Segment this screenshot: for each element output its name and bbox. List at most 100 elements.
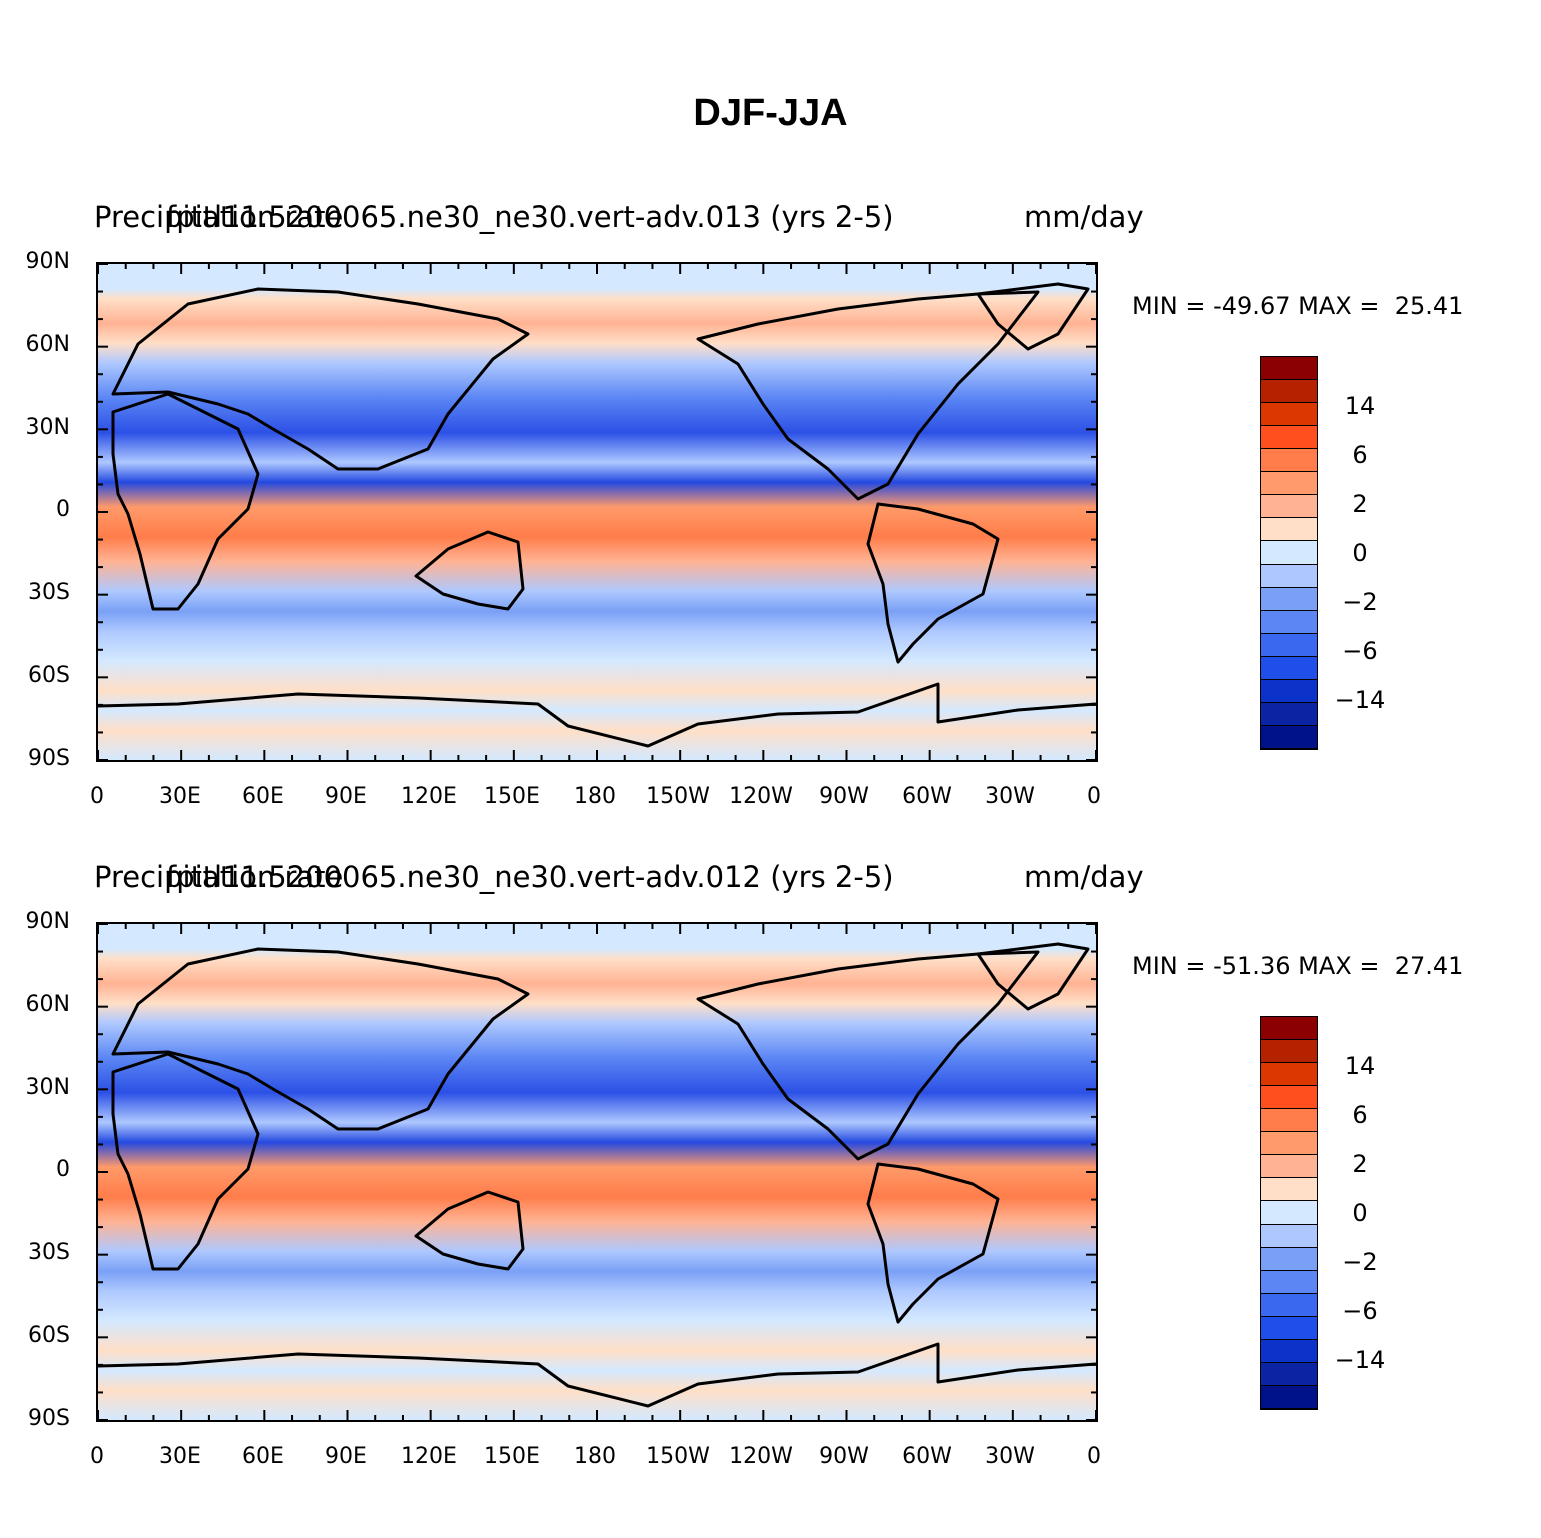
lon-label: 90W [819, 1444, 869, 1469]
lon-label: 150E [484, 1444, 540, 1469]
lon-label: 180 [574, 1444, 616, 1469]
lon-label: 150W [646, 784, 710, 809]
colorbar-box [1261, 725, 1317, 749]
lon-label: 90E [325, 784, 367, 809]
lat-label: 60S [28, 1323, 70, 1348]
lon-label: 0 [90, 1444, 104, 1469]
colorbar-tick-label: −2 [1342, 1248, 1378, 1276]
coastline-north-america [696, 950, 1040, 1161]
min-value: -49.67 [1213, 292, 1291, 320]
colorbar [1260, 1016, 1318, 1410]
lon-label: 120E [401, 1444, 457, 1469]
lon-label: 150W [646, 1444, 710, 1469]
coastline-greenland [976, 282, 1090, 351]
lon-label: 0 [1087, 784, 1101, 809]
coastline-africa [111, 392, 260, 611]
colorbar-box [1261, 1086, 1317, 1110]
lon-label: 120W [729, 784, 793, 809]
colorbar-box [1261, 472, 1317, 496]
map-panel-2: Precipitation rate fpitl11.5200065.ne30_… [0, 860, 1541, 1520]
coastline-eurasia [111, 287, 530, 471]
left-title: Precipitation rate [94, 200, 344, 234]
colorbar-box [1261, 1385, 1317, 1409]
lat-label: 60S [28, 663, 70, 688]
colorbar-tick-label: 6 [1352, 441, 1368, 469]
lon-label: 30E [159, 784, 201, 809]
lon-label: 60W [902, 1444, 952, 1469]
colorbar-tick-label: −14 [1334, 1346, 1386, 1374]
colorbar-box [1261, 679, 1317, 703]
lon-label: 120E [401, 784, 457, 809]
map-panel-1: Precipitation rate fpitl11.5200065.ne30_… [0, 200, 1541, 860]
coastline-australia [414, 1190, 525, 1271]
max-label: MAX = [1298, 292, 1388, 320]
map-area [96, 262, 1098, 762]
colorbar-tick-label: 2 [1352, 1150, 1368, 1178]
map-area [96, 922, 1098, 1422]
colorbar-box [1261, 1270, 1317, 1294]
coastline-eurasia [111, 947, 530, 1131]
coastline-antarctica [98, 1342, 1096, 1408]
colorbar-tick-label: −6 [1342, 637, 1378, 665]
lat-label: 90S [28, 746, 70, 771]
left-title: Precipitation rate [94, 860, 344, 894]
lon-label: 120W [729, 1444, 793, 1469]
lon-label: 30E [159, 1444, 201, 1469]
min-label: MIN = [1132, 292, 1214, 320]
colorbar-box [1261, 495, 1317, 519]
lon-label: 60E [242, 1444, 284, 1469]
lat-label: 30N [25, 1075, 70, 1100]
colorbar-tick-label: 6 [1352, 1101, 1368, 1129]
colorbar-box [1261, 380, 1317, 404]
coastline-greenland [976, 942, 1090, 1011]
colorbar-tick-label: 14 [1344, 1052, 1376, 1080]
coastline-australia [414, 530, 525, 611]
colorbar-box [1261, 633, 1317, 657]
colorbar-box [1261, 1339, 1317, 1363]
lat-label: 0 [56, 497, 70, 522]
coastline-south-america [866, 1162, 1000, 1324]
colorbar-box [1261, 1155, 1317, 1179]
colorbar-box [1261, 1109, 1317, 1133]
lat-label: 0 [56, 1157, 70, 1182]
colorbar-box [1261, 564, 1317, 588]
lon-label: 0 [1087, 1444, 1101, 1469]
colorbar-tick-label: −14 [1334, 686, 1386, 714]
lon-label: 60W [902, 784, 952, 809]
coastline-south-america [866, 502, 1000, 664]
lon-label: 150E [484, 784, 540, 809]
colorbar-box [1261, 1201, 1317, 1225]
colorbar-box [1261, 656, 1317, 680]
colorbar-box [1261, 426, 1317, 450]
colorbar-box [1261, 1178, 1317, 1202]
min-value: -51.36 [1213, 952, 1291, 980]
continent-outlines [98, 264, 1096, 760]
coastline-antarctica [98, 682, 1096, 748]
lon-label: 90W [819, 784, 869, 809]
colorbar-box [1261, 1017, 1317, 1041]
colorbar [1260, 356, 1318, 750]
colorbar-box [1261, 1063, 1317, 1087]
colorbar-box [1261, 610, 1317, 634]
coastline-north-america [696, 290, 1040, 501]
lon-label: 30W [985, 1444, 1035, 1469]
colorbar-box [1261, 541, 1317, 565]
continent-outlines [98, 924, 1096, 1420]
colorbar-box [1261, 1132, 1317, 1156]
lat-label: 90S [28, 1406, 70, 1431]
figure-title: DJF-JJA [693, 92, 848, 134]
colorbar-tick-label: 0 [1352, 539, 1368, 567]
coastline-africa [111, 1052, 260, 1271]
colorbar-tick-label: 0 [1352, 1199, 1368, 1227]
right-title: mm/day [1024, 860, 1144, 894]
min-max-readout: MIN = -51.36 MAX = 27.41 [1132, 952, 1463, 980]
min-max-readout: MIN = -49.67 MAX = 25.41 [1132, 292, 1463, 320]
colorbar-tick-label: −2 [1342, 588, 1378, 616]
lat-label: 30N [25, 415, 70, 440]
max-label: MAX = [1298, 952, 1388, 980]
colorbar-box [1261, 1040, 1317, 1064]
max-value: 25.41 [1394, 292, 1464, 320]
colorbar-tick-label: 2 [1352, 490, 1368, 518]
colorbar-tick-label: −6 [1342, 1297, 1378, 1325]
colorbar-box [1261, 587, 1317, 611]
